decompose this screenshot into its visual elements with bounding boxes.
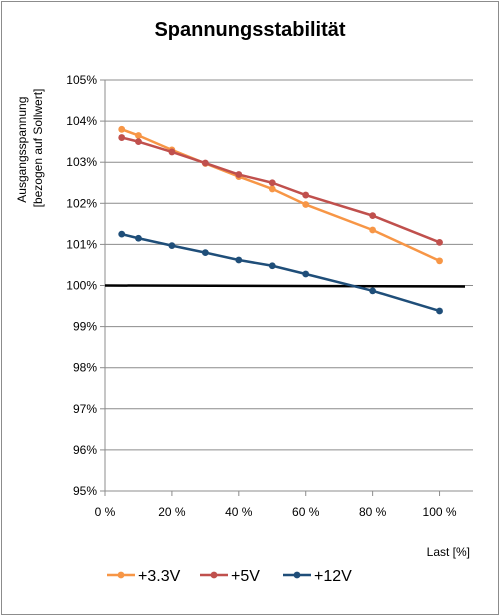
legend-label: +3.3V [138,568,181,585]
x-tick-label: 100 % [423,505,457,519]
x-tick-label: 80 % [359,505,387,519]
legend-label: +5V [231,568,260,585]
legend-swatch-marker [117,571,125,579]
data-point-+3.3V [302,201,310,208]
legend-item-+5V: +5V [200,568,260,585]
reference-line-100 [104,284,466,288]
y-tick-label: 101% [66,237,97,251]
legend-swatch-marker [210,571,218,579]
data-point-+12V [302,270,310,278]
data-point-+5V [235,171,243,178]
data-point-+5V [302,191,310,199]
data-point-+12V [369,287,377,295]
data-point-+3.3V [268,185,276,193]
series-layer [104,125,466,315]
y-axis-label-line-2: [bezogen auf Sollwert] [31,89,45,208]
legend-label: +12V [314,568,352,585]
x-tick-label: 20 % [158,505,186,519]
x-tick-label: 0 % [95,505,116,519]
data-point-+5V [201,159,209,167]
y-tick-label: 98% [73,361,97,375]
legend-item-+3.3V: +3.3V [107,568,181,585]
data-point-+5V [135,138,142,146]
y-tick-label: 96% [73,443,97,457]
y-tick-label: 100% [66,279,97,293]
data-point-+3.3V [118,125,126,133]
data-point-+5V [268,179,276,187]
data-point-+12V [118,230,126,238]
data-point-+12V [201,249,209,257]
data-point-+12V [235,256,243,264]
legend-swatch-marker [293,571,301,579]
x-tick-label: 60 % [292,505,320,519]
data-point-+3.3V [135,132,142,139]
data-point-+12V [268,262,276,270]
data-point-+5V [369,212,377,220]
x-tick-label: 40 % [225,505,253,519]
chart-title: Spannungsstabilität [154,19,345,41]
data-point-+3.3V [369,226,377,234]
data-point-+12V [135,234,142,242]
data-point-+3.3V [436,257,443,265]
y-tick-label: 103% [66,155,97,169]
data-point-+12V [168,242,176,250]
y-tick-label: 97% [73,402,97,416]
data-point-+5V [168,148,176,156]
x-axis-label: Last [%] [427,545,470,559]
y-tick-label: 102% [66,196,97,210]
axis-layer: 95% 96% 97% 98% 99% 100% 101% 102% 103% 104% 105% 0… [66,73,473,519]
y-tick-label: 99% [73,320,97,334]
legend: +3.3V +5V +12V [107,568,352,585]
data-point-+5V [436,238,443,246]
data-point-+12V [436,307,443,315]
y-tick-label: 95% [73,484,97,498]
data-point-+5V [118,134,126,141]
y-axis-label-line-1: Ausgangsspannung [15,97,29,203]
y-tick-label: 104% [66,114,97,128]
legend-item-+12V: +12V [283,568,352,585]
y-tick-label: 105% [66,73,97,87]
y-axis-label: Ausgangsspannung [bezogen auf Sollwert] [15,89,45,208]
